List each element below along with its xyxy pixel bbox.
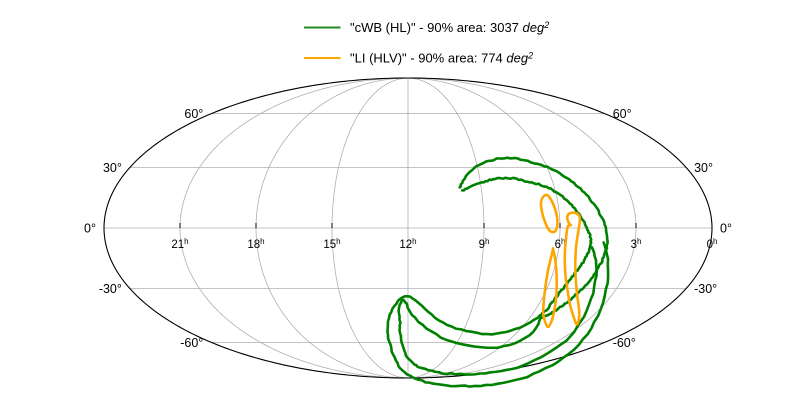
svg-text:60°: 60° — [184, 107, 203, 121]
svg-text:"cWB (HL)" - 90% area: 3037 de: "cWB (HL)" - 90% area: 3037 deg2 — [350, 20, 549, 35]
svg-text:-60°: -60° — [180, 336, 203, 350]
svg-text:60°: 60° — [613, 107, 632, 121]
svg-text:30°: 30° — [694, 161, 713, 175]
svg-text:0°: 0° — [84, 222, 96, 236]
svg-text:0°: 0° — [720, 222, 732, 236]
svg-text:-60°: -60° — [613, 336, 636, 350]
svg-text:-30°: -30° — [694, 282, 717, 296]
svg-text:"LI (HLV)" - 90% area: 774 deg: "LI (HLV)" - 90% area: 774 deg2 — [350, 51, 533, 66]
svg-text:30°: 30° — [103, 161, 122, 175]
svg-text:-30°: -30° — [99, 282, 122, 296]
